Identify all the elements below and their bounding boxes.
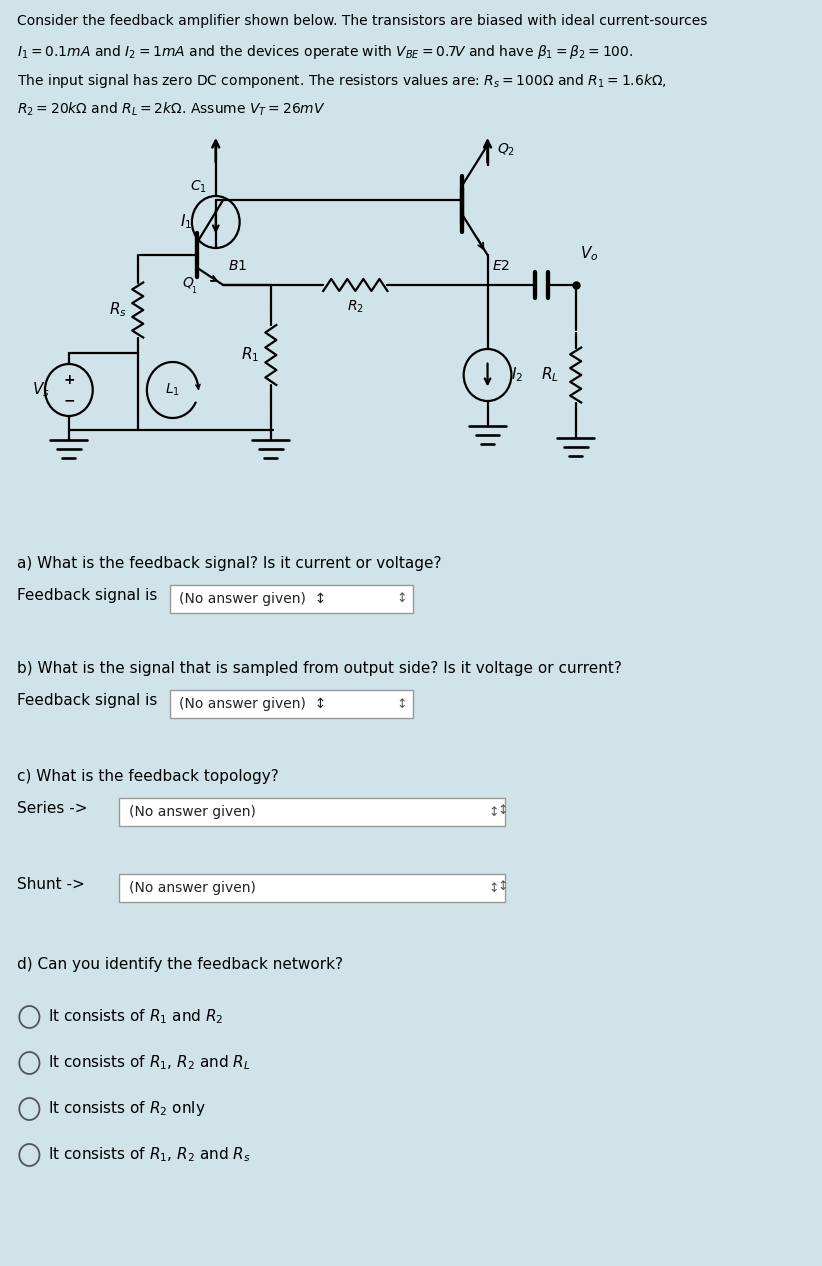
Text: $Q_2$: $Q_2$: [496, 142, 515, 158]
Text: +: +: [63, 373, 75, 387]
Text: $R_2 = 20k\Omega$ and $R_L = 2k\Omega$. Assume $V_T = 26mV$: $R_2 = 20k\Omega$ and $R_L = 2k\Omega$. …: [16, 101, 326, 119]
Text: It consists of $R_1$, $R_2$ and $R_s$: It consists of $R_1$, $R_2$ and $R_s$: [48, 1146, 251, 1165]
FancyBboxPatch shape: [170, 690, 413, 718]
Text: $R_2$: $R_2$: [347, 299, 364, 315]
Text: It consists of $R_2$ only: It consists of $R_2$ only: [48, 1099, 206, 1118]
Text: $B1$: $B1$: [228, 260, 247, 273]
FancyBboxPatch shape: [170, 585, 413, 613]
Text: $V_o$: $V_o$: [580, 244, 598, 263]
Text: ↕: ↕: [489, 805, 499, 819]
Text: Shunt ->: Shunt ->: [16, 877, 85, 893]
Text: $I_1$: $I_1$: [180, 213, 192, 232]
Text: The input signal has zero DC component. The resistors values are: $R_s = 100\Ome: The input signal has zero DC component. …: [16, 72, 667, 90]
Text: $R_s$: $R_s$: [109, 300, 127, 319]
Text: $I_2$: $I_2$: [510, 366, 523, 385]
Text: $C_1$: $C_1$: [190, 179, 206, 195]
Text: d) Can you identify the feedback network?: d) Can you identify the feedback network…: [16, 957, 343, 972]
Text: $E2$: $E2$: [492, 260, 510, 273]
Text: −: −: [63, 392, 75, 406]
Text: It consists of $R_1$, $R_2$ and $R_L$: It consists of $R_1$, $R_2$ and $R_L$: [48, 1053, 251, 1072]
Text: $Q$: $Q$: [182, 276, 194, 290]
Text: b) What is the signal that is sampled from output side? Is it voltage or current: b) What is the signal that is sampled fr…: [16, 661, 621, 676]
Text: $_1$: $_1$: [192, 285, 198, 298]
Text: It consists of $R_1$ and $R_2$: It consists of $R_1$ and $R_2$: [48, 1008, 224, 1027]
Text: Consider the feedback amplifier shown below. The transistors are biased with ide: Consider the feedback amplifier shown be…: [16, 14, 707, 28]
Text: Series ->: Series ->: [16, 801, 87, 817]
Text: ↕: ↕: [397, 698, 408, 710]
Text: Feedback signal is: Feedback signal is: [16, 587, 157, 603]
Text: (No answer given): (No answer given): [128, 805, 256, 819]
Text: c) What is the feedback topology?: c) What is the feedback topology?: [16, 768, 279, 784]
FancyBboxPatch shape: [119, 874, 505, 901]
Text: $V_s$: $V_s$: [32, 381, 50, 399]
FancyBboxPatch shape: [119, 798, 505, 825]
Text: $R_1$: $R_1$: [242, 346, 260, 365]
Text: a) What is the feedback signal? Is it current or voltage?: a) What is the feedback signal? Is it cu…: [16, 556, 441, 571]
Text: $I_1 = 0.1mA$ and $I_2 = 1mA$ and the devices operate with $V_{BE} = 0.7V$ and h: $I_1 = 0.1mA$ and $I_2 = 1mA$ and the de…: [16, 43, 633, 61]
Text: ↕: ↕: [489, 881, 499, 895]
Text: ↕: ↕: [498, 880, 508, 894]
Text: $R_L$: $R_L$: [541, 366, 559, 385]
Text: ↕: ↕: [498, 804, 508, 818]
Text: (No answer given): (No answer given): [128, 881, 256, 895]
Text: Feedback signal is: Feedback signal is: [16, 693, 157, 708]
Text: (No answer given)  ↕: (No answer given) ↕: [179, 698, 326, 711]
Text: ↕: ↕: [397, 592, 408, 605]
Text: $L_1$: $L_1$: [165, 382, 180, 399]
Text: (No answer given)  ↕: (No answer given) ↕: [179, 592, 326, 606]
